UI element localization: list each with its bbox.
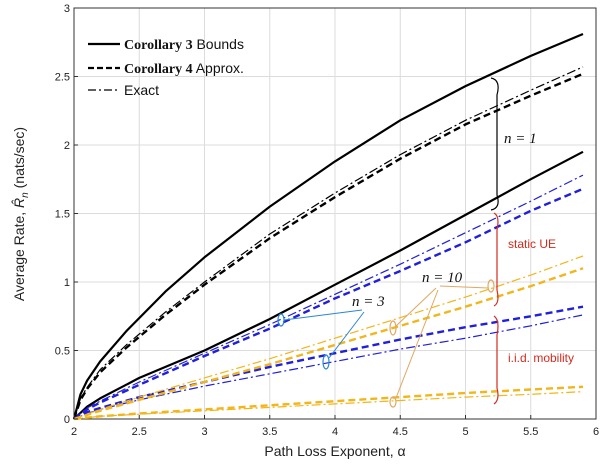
series-line-static-blue-dashed: [73, 187, 584, 420]
y-tick-label: 2.5: [55, 72, 70, 84]
bracket-mobility: [493, 315, 499, 405]
y-tick-label: 1.5: [55, 209, 70, 221]
marker-n10-c: [487, 279, 495, 293]
y-tick-label: 0.5: [55, 346, 70, 358]
series-line-n3-black-solid: [73, 150, 584, 420]
series-line-mobility-yellow-dashed: [73, 385, 584, 421]
y-tick-label: 0: [64, 414, 70, 426]
y-tick-label: 2: [64, 140, 70, 152]
label-mobility: i.i.d. mobility: [508, 351, 574, 365]
series-line-mobility-blue-dashed: [73, 305, 584, 421]
marker-n3-b: [322, 354, 330, 370]
x-tick-label: 6: [593, 426, 599, 438]
y-axis-subscript: n: [20, 192, 31, 198]
x-tick-label: 5: [462, 426, 468, 438]
series-line-static-blue-dashdot: [73, 174, 584, 420]
label-n10: n = 10: [422, 270, 463, 286]
legend-label-approx: Corollary 4 Approx.: [124, 60, 244, 77]
series-line-n1-black-solid: [72, 32, 584, 420]
series-line-n1-black-dashdot: [73, 66, 584, 420]
x-tick-label: 2.5: [132, 426, 147, 438]
marker-n10-a: [389, 320, 397, 336]
x-tick-label: 2: [71, 426, 77, 438]
series-line-static-yellow-dashed: [73, 267, 584, 421]
bracket-n1: [490, 77, 499, 211]
y-axis-title: Average Rate, R̂n (nats/sec): [11, 127, 31, 301]
marker-n10-b: [389, 396, 397, 408]
arrow-n3-a: [283, 309, 363, 321]
x-tick-label: 5.5: [523, 426, 538, 438]
x-axis-title: Path Loss Exponent, α: [264, 443, 405, 459]
bracket-static-ue: [493, 212, 499, 307]
label-n1: n = 1: [504, 131, 537, 147]
axis-ticks: 2 2.5 3 3.5 4 4.5 5 5.5 6 0 0.5 1 1.5 2 2.5 3: [55, 3, 599, 438]
x-tick-label: 4: [332, 426, 338, 438]
label-n3: n = 3: [352, 294, 385, 310]
x-tick-label: 3: [201, 426, 207, 438]
series-line-static-yellow-dashdot: [73, 255, 584, 420]
y-tick-label: 1: [64, 277, 70, 289]
arrow-n10-b: [395, 289, 439, 399]
series-lines: [72, 32, 584, 421]
arrow-n3-b: [328, 311, 365, 359]
series-line-n1-black-dashed: [72, 72, 584, 420]
y-tick-label: 3: [64, 3, 70, 15]
legend-label-bounds: Corollary 3 Bounds: [124, 36, 244, 53]
arrow-n10-c: [439, 285, 489, 289]
grid-lines: [73, 7, 597, 420]
series-line-mobility-yellow-dashdot: [73, 391, 584, 420]
arrow-n10-a: [395, 287, 437, 327]
legend: Corollary 3 Bounds Corollary 4 Approx. E…: [88, 36, 244, 98]
y-axis-symbol: R̂: [11, 198, 27, 208]
x-tick-label: 4.5: [393, 426, 408, 438]
annotations: n = 1 static UE i.i.d. mobility n = 3 n …: [277, 77, 574, 408]
label-static-ue: static UE: [508, 237, 556, 251]
legend-label-exact: Exact: [124, 82, 159, 98]
x-tick-label: 3.5: [262, 426, 277, 438]
